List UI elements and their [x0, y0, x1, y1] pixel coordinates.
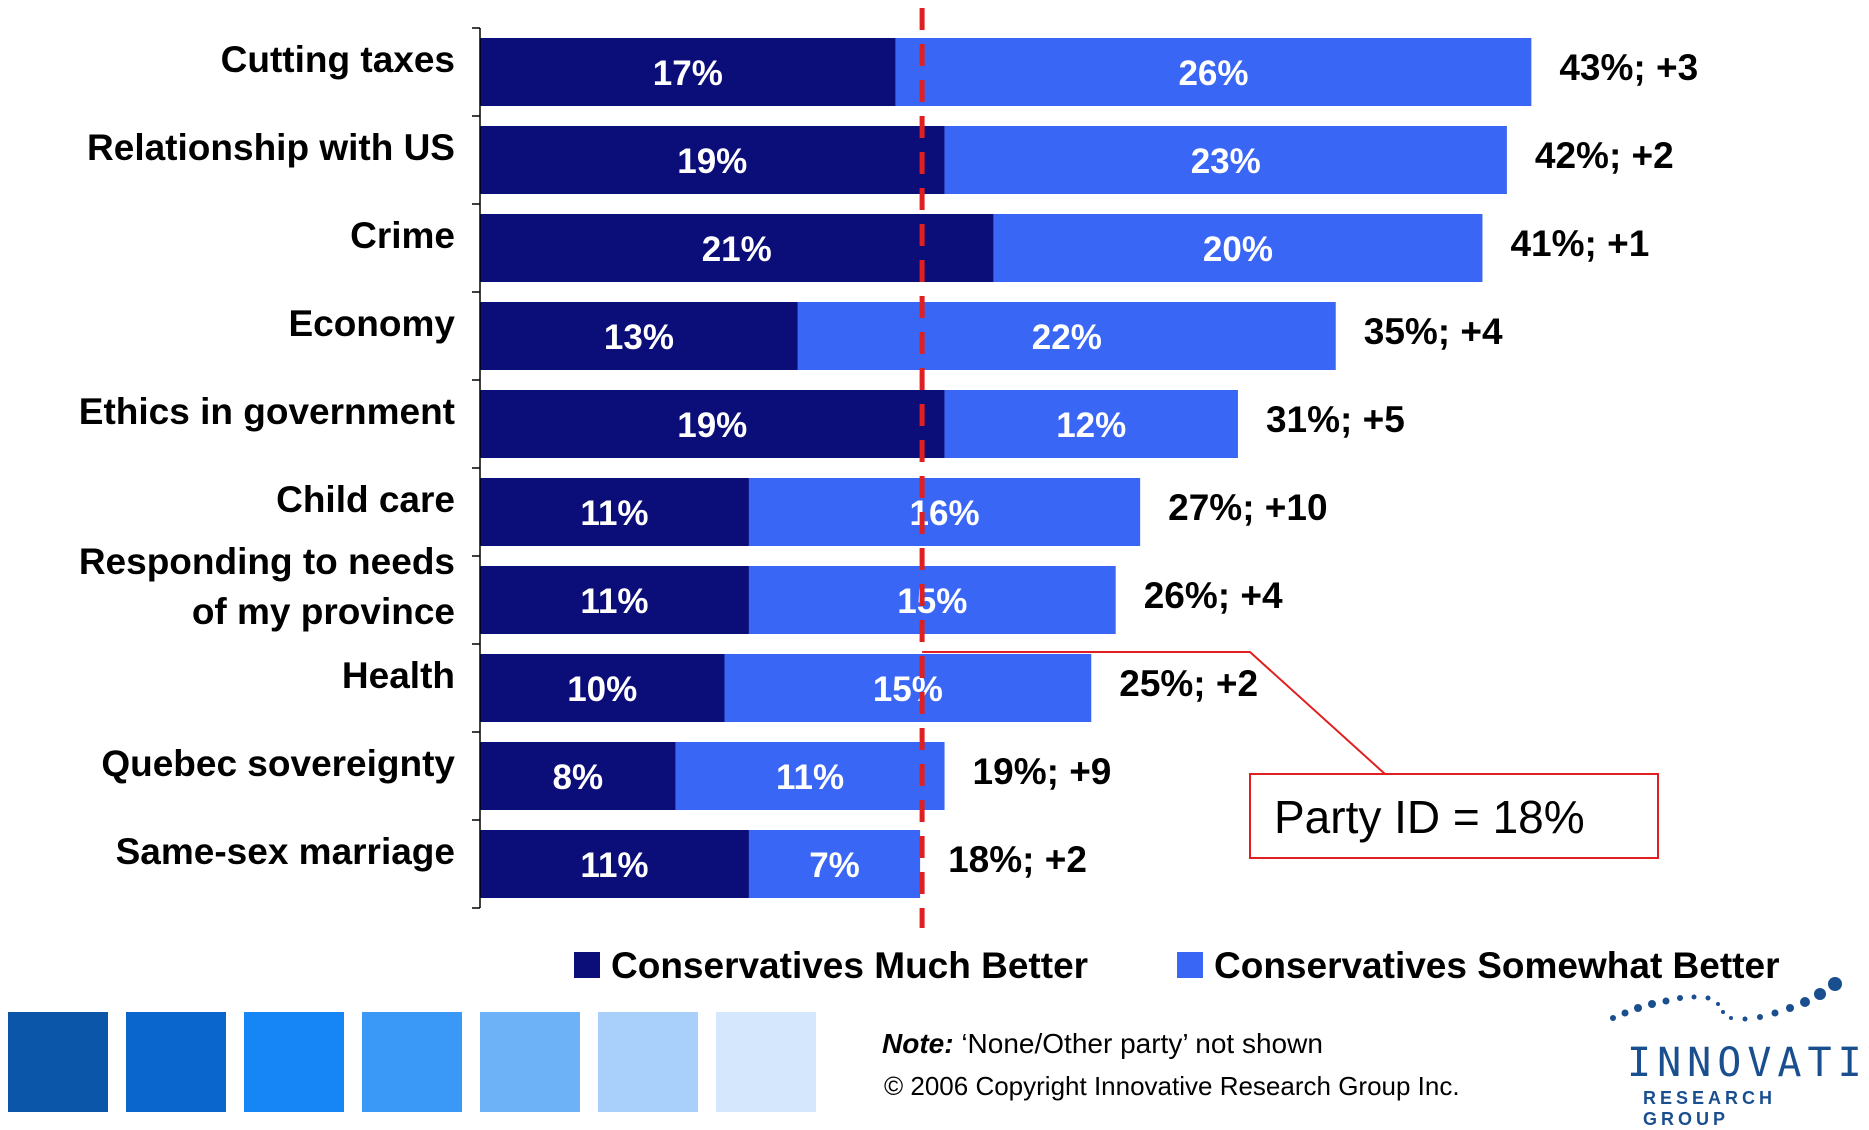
- total-label: 19%; +9: [973, 751, 1112, 792]
- total-label: 43%; +3: [1559, 47, 1698, 88]
- category-label: Quebec sovereignty: [101, 743, 455, 784]
- copyright-text: © 2006 Copyright Innovative Research Gro…: [884, 1071, 1460, 1101]
- legend-swatch-somewhat-better: [1177, 952, 1203, 978]
- bar-label-much-better: 11%: [580, 582, 648, 621]
- callout-box: [1249, 773, 1659, 859]
- bar-label-somewhat-better: 12%: [1056, 406, 1126, 445]
- stacked-bar-chart: 17% 26% 43%; +3 Cutting taxes 19% 23% 42%; +2 R…: [79, 8, 1779, 986]
- logo-dots-icon: [1610, 977, 1842, 1022]
- category-label: Relationship with US: [87, 127, 455, 168]
- bar-much-better: [480, 478, 749, 546]
- total-label: 31%; +5: [1266, 399, 1405, 440]
- bar-somewhat-better: [993, 214, 1483, 282]
- category-label: Economy: [288, 303, 455, 344]
- note-text: ‘None/Other party’ not shown: [953, 1028, 1323, 1059]
- bar-much-better: [480, 830, 749, 898]
- legend-swatch-much-better: [574, 952, 600, 978]
- bar-much-better: [480, 126, 945, 194]
- bar-label-much-better: 21%: [702, 230, 772, 269]
- category-label: Ethics in government: [79, 391, 455, 432]
- innovative-logo: INNOVATIVE RESEARCH GROUP: [1605, 968, 1869, 1129]
- bar-label-somewhat-better: 11%: [776, 758, 844, 797]
- bar-much-better: [480, 742, 676, 810]
- category-label: Same-sex marriage: [116, 831, 455, 872]
- bar-somewhat-better: [895, 38, 1532, 106]
- bar-somewhat-better: [944, 390, 1238, 458]
- bar-somewhat-better: [748, 830, 921, 898]
- logo-sub-text: RESEARCH GROUP: [1643, 1088, 1777, 1129]
- bar-somewhat-better: [748, 566, 1116, 634]
- total-label: 27%; +10: [1168, 487, 1327, 528]
- decor-square: [480, 1012, 580, 1112]
- decor-square: [8, 1012, 108, 1112]
- decor-square: [598, 1012, 698, 1112]
- bar-label-somewhat-better: 7%: [809, 846, 860, 885]
- decor-square: [362, 1012, 462, 1112]
- bar-label-much-better: 17%: [653, 54, 723, 93]
- bar-much-better: [480, 566, 749, 634]
- bar-label-somewhat-better: 22%: [1032, 318, 1102, 357]
- bar-label-much-better: 13%: [604, 318, 674, 357]
- category-label: Responding to needs: [79, 541, 455, 582]
- decor-square: [716, 1012, 816, 1112]
- note-label: Note:: [882, 1028, 954, 1059]
- bar-label-somewhat-better: 15%: [873, 670, 943, 709]
- bar-somewhat-better: [944, 126, 1507, 194]
- bar-much-better: [480, 38, 896, 106]
- callout-leader-line: [922, 651, 1386, 775]
- bar-label-somewhat-better: 26%: [1178, 54, 1248, 93]
- total-label: 41%; +1: [1510, 223, 1649, 264]
- total-label: 25%; +2: [1119, 663, 1258, 704]
- decor-square: [244, 1012, 344, 1112]
- decor-square: [126, 1012, 226, 1112]
- bar-much-better: [480, 302, 798, 370]
- bar-much-better: [480, 214, 994, 282]
- bar-label-somewhat-better: 20%: [1203, 230, 1273, 269]
- total-label: 35%; +4: [1364, 311, 1503, 352]
- bar-somewhat-better: [797, 302, 1336, 370]
- total-label: 26%; +4: [1144, 575, 1283, 616]
- bar-label-much-better: 8%: [553, 758, 604, 797]
- bar-somewhat-better: [724, 654, 1092, 722]
- category-label: of my province: [192, 591, 455, 632]
- bar-somewhat-better: [675, 742, 945, 810]
- category-label: Health: [342, 655, 455, 696]
- legend-label-much-better: Conservatives Much Better: [611, 945, 1088, 986]
- bar-label-much-better: 19%: [677, 142, 747, 181]
- total-label: 42%; +2: [1535, 135, 1674, 176]
- bar-label-somewhat-better: 23%: [1191, 142, 1261, 181]
- bar-label-somewhat-better: 15%: [897, 582, 967, 621]
- bar-label-much-better: 19%: [677, 406, 747, 445]
- bar-much-better: [480, 390, 945, 458]
- bar-label-much-better: 10%: [567, 670, 637, 709]
- bar-much-better: [480, 654, 725, 722]
- bar-somewhat-better: [748, 478, 1141, 546]
- footnote: Note: ‘None/Other party’ not shown: [882, 1028, 1323, 1060]
- bar-label-much-better: 11%: [580, 494, 648, 533]
- legend-label-somewhat-better: Conservatives Somewhat Better: [1214, 945, 1779, 986]
- logo-main-text: INNOVATIVE: [1627, 1040, 1869, 1086]
- category-label: Child care: [276, 479, 455, 520]
- total-label: 18%; +2: [948, 839, 1087, 880]
- category-label: Crime: [350, 215, 455, 256]
- callout-text: Party ID = 18%: [1274, 791, 1585, 843]
- category-label: Cutting taxes: [221, 39, 455, 80]
- bar-label-much-better: 11%: [580, 846, 648, 885]
